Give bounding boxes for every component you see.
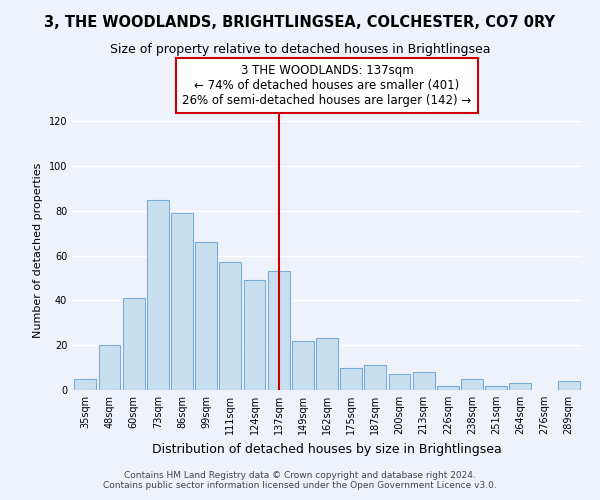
Text: 3 THE WOODLANDS: 137sqm
← 74% of detached houses are smaller (401)
26% of semi-d: 3 THE WOODLANDS: 137sqm ← 74% of detache… xyxy=(182,64,472,107)
Text: Contains HM Land Registry data © Crown copyright and database right 2024.
Contai: Contains HM Land Registry data © Crown c… xyxy=(103,470,497,490)
Bar xyxy=(244,280,265,390)
Bar xyxy=(316,338,338,390)
Bar xyxy=(389,374,410,390)
Text: Size of property relative to detached houses in Brightlingsea: Size of property relative to detached ho… xyxy=(110,42,490,56)
Bar xyxy=(509,384,531,390)
Text: 3, THE WOODLANDS, BRIGHTLINGSEA, COLCHESTER, CO7 0RY: 3, THE WOODLANDS, BRIGHTLINGSEA, COLCHES… xyxy=(44,15,556,30)
Bar xyxy=(220,262,241,390)
Bar xyxy=(268,272,290,390)
Bar xyxy=(74,379,96,390)
Bar xyxy=(485,386,507,390)
Bar xyxy=(292,340,314,390)
Bar xyxy=(558,381,580,390)
Y-axis label: Number of detached properties: Number of detached properties xyxy=(33,162,43,338)
Bar xyxy=(123,298,145,390)
Bar xyxy=(195,242,217,390)
X-axis label: Distribution of detached houses by size in Brightlingsea: Distribution of detached houses by size … xyxy=(152,442,502,456)
Bar xyxy=(364,366,386,390)
Bar xyxy=(147,200,169,390)
Bar xyxy=(461,379,483,390)
Bar xyxy=(98,345,121,390)
Bar xyxy=(413,372,434,390)
Bar xyxy=(340,368,362,390)
Bar xyxy=(171,213,193,390)
Bar xyxy=(437,386,459,390)
